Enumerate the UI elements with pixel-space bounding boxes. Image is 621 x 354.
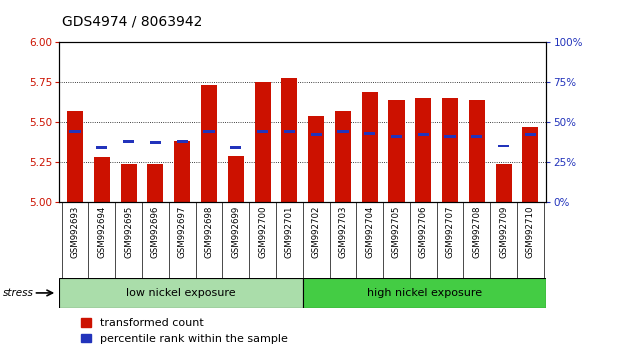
Bar xyxy=(415,98,432,202)
Bar xyxy=(147,164,163,202)
Bar xyxy=(123,140,134,143)
Bar xyxy=(522,127,538,202)
Bar xyxy=(391,135,402,138)
Bar xyxy=(174,141,190,202)
Bar xyxy=(442,98,458,202)
Text: GSM992697: GSM992697 xyxy=(178,206,187,258)
Bar xyxy=(59,278,303,308)
Text: GSM992702: GSM992702 xyxy=(312,206,320,258)
Bar xyxy=(176,140,188,143)
Bar xyxy=(257,130,268,133)
Bar xyxy=(303,278,546,308)
Bar xyxy=(281,78,297,202)
Bar xyxy=(255,82,271,202)
Legend: transformed count, percentile rank within the sample: transformed count, percentile rank withi… xyxy=(77,314,292,348)
Bar xyxy=(308,116,324,202)
Bar xyxy=(471,135,483,138)
Bar xyxy=(228,155,244,202)
Text: low nickel exposure: low nickel exposure xyxy=(126,288,236,298)
Bar xyxy=(361,92,378,202)
Text: GSM992708: GSM992708 xyxy=(473,206,481,258)
Text: GSM992699: GSM992699 xyxy=(231,206,240,258)
Bar xyxy=(335,111,351,202)
Bar xyxy=(525,133,536,136)
Text: GSM992704: GSM992704 xyxy=(365,206,374,258)
Bar xyxy=(96,146,107,149)
Text: GDS4974 / 8063942: GDS4974 / 8063942 xyxy=(62,14,202,28)
Bar xyxy=(496,164,512,202)
Text: GSM992701: GSM992701 xyxy=(285,206,294,258)
Bar xyxy=(364,132,375,135)
Bar xyxy=(310,133,322,136)
Text: GSM992693: GSM992693 xyxy=(71,206,79,258)
Bar xyxy=(67,111,83,202)
Bar xyxy=(120,164,137,202)
Bar xyxy=(445,135,456,138)
Bar xyxy=(203,130,215,133)
Bar xyxy=(469,100,485,202)
Text: GSM992695: GSM992695 xyxy=(124,206,133,258)
Bar xyxy=(337,130,348,133)
Text: GSM992696: GSM992696 xyxy=(151,206,160,258)
Text: GSM992698: GSM992698 xyxy=(204,206,214,258)
Text: GSM992700: GSM992700 xyxy=(258,206,267,258)
Text: GSM992703: GSM992703 xyxy=(338,206,347,258)
Bar xyxy=(418,133,429,136)
Text: high nickel exposure: high nickel exposure xyxy=(367,288,482,298)
Text: stress: stress xyxy=(3,288,34,298)
Bar xyxy=(230,146,242,149)
Bar xyxy=(201,85,217,202)
Text: GSM992710: GSM992710 xyxy=(526,206,535,258)
Bar xyxy=(284,130,295,133)
Bar xyxy=(150,141,161,144)
Text: GSM992706: GSM992706 xyxy=(419,206,428,258)
Bar xyxy=(94,157,110,202)
Text: GSM992705: GSM992705 xyxy=(392,206,401,258)
Text: GSM992707: GSM992707 xyxy=(445,206,455,258)
Text: GSM992709: GSM992709 xyxy=(499,206,508,258)
Bar xyxy=(389,100,404,202)
Bar xyxy=(498,144,509,148)
Text: GSM992694: GSM992694 xyxy=(97,206,106,258)
Bar xyxy=(70,130,81,133)
